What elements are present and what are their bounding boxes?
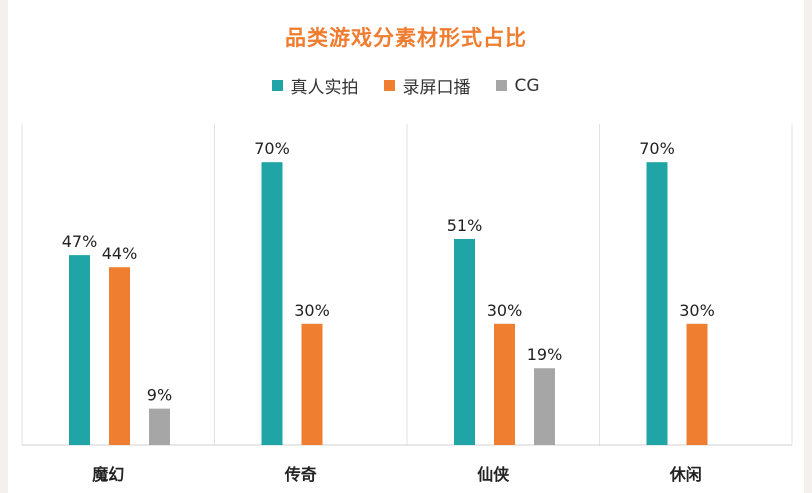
category-label-0: 魔幻	[92, 465, 124, 484]
chart-legend: 真人实拍 录屏口播 CG	[0, 73, 812, 98]
data-label-2-0: 51%	[447, 216, 483, 235]
legend-label-series-2: CG	[514, 75, 540, 96]
legend-swatch-series-2	[496, 80, 508, 91]
data-label-0-2: 9%	[147, 386, 172, 405]
legend-swatch-series-1	[384, 80, 396, 91]
legend-swatch-series-0	[272, 80, 284, 91]
legend-item-series-1: 录屏口播	[384, 73, 470, 98]
data-label-3-1: 30%	[679, 301, 715, 320]
data-label-3-0: 70%	[639, 139, 675, 158]
data-label-1-0: 70%	[254, 139, 290, 158]
chart-title: 品类游戏分素材形式占比	[285, 26, 527, 50]
data-label-2-1: 30%	[487, 301, 523, 320]
bar-1-1	[301, 323, 323, 445]
bar-3-1	[686, 323, 708, 445]
legend-label-series-1: 录屏口播	[402, 78, 471, 98]
bar-2-1	[494, 323, 515, 445]
legend-label-series-0: 真人实拍	[290, 78, 359, 98]
data-label-1-1: 30%	[294, 301, 330, 320]
data-label-0-0: 47%	[62, 232, 98, 251]
bar-2-0	[454, 238, 475, 445]
bar-0-2	[149, 408, 170, 445]
data-label-0-1: 44%	[102, 244, 138, 263]
bar-1-0	[261, 162, 283, 445]
bar-0-0	[69, 255, 90, 445]
category-label-1: 传奇	[284, 465, 317, 484]
category-label-2: 仙侠	[477, 465, 510, 484]
data-label-2-2: 19%	[527, 345, 563, 364]
bar-0-1	[109, 267, 130, 445]
legend-item-series-0: 真人实拍	[272, 73, 358, 98]
bar-2-2	[534, 368, 555, 445]
legend-item-series-2: CG	[496, 73, 540, 98]
category-label-3: 休闲	[669, 465, 702, 484]
bar-3-0	[646, 162, 668, 445]
